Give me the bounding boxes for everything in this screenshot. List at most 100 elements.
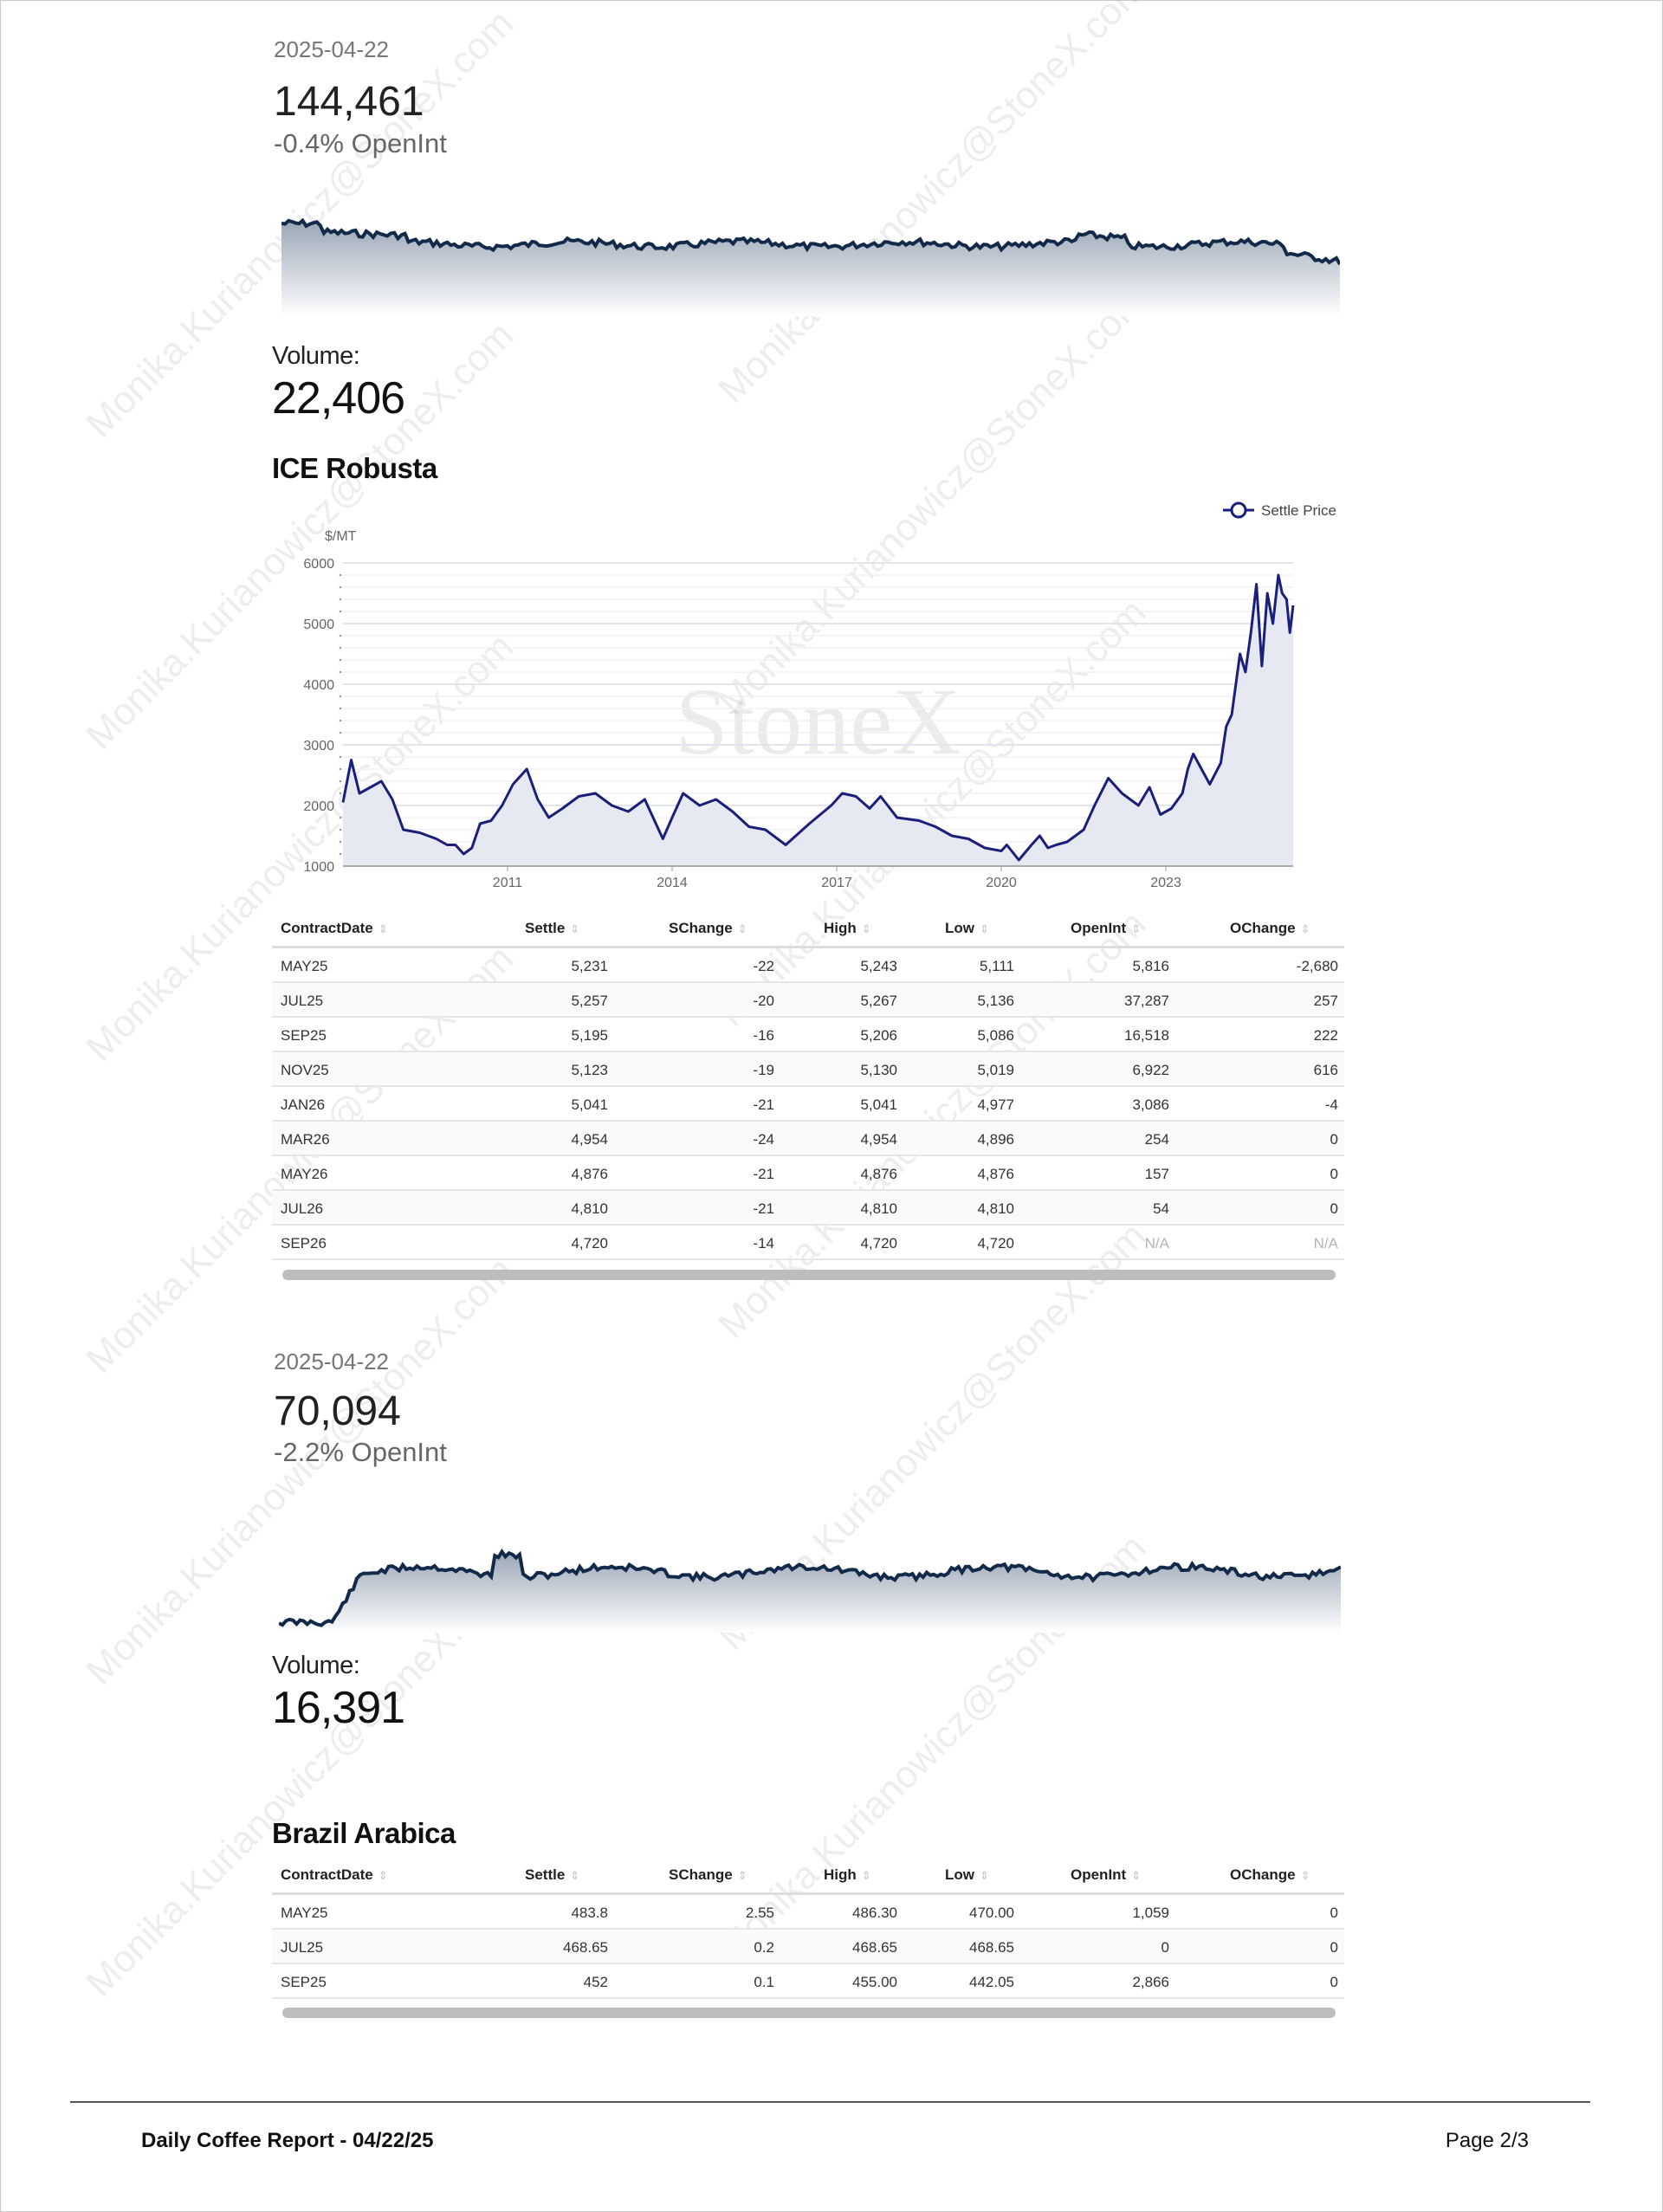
cell-contractdate: MAR26: [281, 1131, 330, 1148]
y-minor-tick: [339, 731, 342, 734]
sort-icon[interactable]: ⇕: [737, 1869, 747, 1882]
column-header-high[interactable]: High ⇕: [824, 920, 871, 937]
robusta-table-scrollbar[interactable]: [282, 1270, 1336, 1280]
sort-icon[interactable]: ⇕: [737, 922, 747, 935]
column-header-label: OChange: [1230, 1866, 1296, 1883]
cell-high: 4,720: [860, 1235, 897, 1252]
legend[interactable]: Settle Price: [1223, 501, 1336, 519]
page-number: Page 2/3: [1445, 2129, 1529, 2152]
column-header-contractdate[interactable]: ContractDate ⇕: [281, 1866, 388, 1884]
cell-ochange: -2,680: [1296, 958, 1338, 974]
cell-ochange: 0: [1330, 1974, 1338, 1990]
cell-contractdate: JUL25: [281, 993, 324, 1009]
robusta-openint-sparkline: [281, 217, 1340, 316]
cell-low: 442.05: [969, 1974, 1014, 1990]
sparkline-area: [281, 220, 1340, 316]
cell-settle: 5,195: [571, 1027, 608, 1044]
cell-openint: 254: [1144, 1131, 1169, 1148]
column-header-label: ContractDate: [281, 920, 373, 936]
table-row: JUL25 5,257 -20 5,267 5,136 37,287 257: [272, 983, 1344, 1018]
cell-openint: N/A: [1144, 1235, 1169, 1252]
sort-icon[interactable]: ⇕: [1131, 1869, 1142, 1882]
table-row: MAY25 483.8 2.55 486.30 470.00 1,059 0: [272, 1895, 1344, 1930]
column-header-low[interactable]: Low ⇕: [945, 920, 989, 937]
y-minor-tick: [339, 695, 342, 698]
column-header-openint[interactable]: OpenInt ⇕: [1071, 1866, 1141, 1884]
table-row: JUL25 468.65 0.2 468.65 468.65 0 0: [272, 1930, 1344, 1964]
sort-icon[interactable]: ⇕: [980, 1869, 989, 1882]
cell-settle: 5,257: [571, 993, 608, 1009]
cell-schange: -22: [753, 958, 774, 974]
cell-ochange: 257: [1313, 993, 1338, 1009]
y-minor-tick: [339, 852, 342, 856]
robusta-table: ContractDate ⇕ Settle ⇕ SChange ⇕ High ⇕ Low ⇕ Ope…: [272, 909, 1344, 1260]
column-header-label: Settle: [525, 1866, 566, 1883]
cell-openint: 0: [1161, 1939, 1169, 1956]
cell-contractdate: SEP26: [281, 1235, 327, 1252]
arabica-openint-change: -2.2% OpenInt: [274, 1437, 447, 1467]
column-header-ochange[interactable]: OChange ⇕: [1230, 1866, 1310, 1884]
sort-icon[interactable]: ⇕: [1300, 922, 1310, 935]
y-minor-tick: [339, 634, 342, 637]
column-header-settle[interactable]: Settle ⇕: [525, 920, 579, 937]
sort-icon[interactable]: ⇕: [570, 922, 580, 935]
y-minor-tick: [339, 840, 342, 844]
x-tick-label: 2023: [1150, 876, 1181, 890]
cell-schange: 0.2: [754, 1939, 774, 1956]
y-minor-tick: [339, 598, 342, 601]
sort-icon[interactable]: ⇕: [570, 1869, 580, 1882]
y-minor-tick: [339, 707, 342, 710]
y-minor-tick: [339, 779, 342, 783]
cell-openint: 1,059: [1132, 1905, 1169, 1921]
cell-contractdate: NOV25: [281, 1062, 329, 1078]
robusta-openint-change: -0.4% OpenInt: [274, 128, 447, 158]
column-header-openint[interactable]: OpenInt ⇕: [1071, 920, 1141, 937]
arabica-date: 2025-04-22: [274, 1349, 389, 1374]
series-line-settle-price: [341, 573, 1295, 862]
cell-schange: -24: [753, 1131, 774, 1148]
cell-high: 5,267: [860, 993, 897, 1009]
column-header-high[interactable]: High ⇕: [824, 1866, 871, 1884]
y-tick-label: 2000: [303, 799, 334, 814]
column-header-settle[interactable]: Settle ⇕: [525, 1866, 579, 1884]
sort-icon[interactable]: ⇕: [378, 1869, 388, 1882]
cell-high: 4,810: [860, 1200, 897, 1217]
sort-icon[interactable]: ⇕: [861, 1869, 871, 1882]
cell-contractdate: MAY25: [281, 1905, 328, 1921]
sort-icon[interactable]: ⇕: [861, 922, 871, 935]
cell-low: 4,810: [977, 1200, 1014, 1217]
column-header-schange[interactable]: SChange ⇕: [669, 920, 747, 937]
arabica-title: Brazil Arabica: [272, 1817, 456, 1849]
cell-contractdate: SEP25: [281, 1027, 327, 1044]
cell-settle: 4,876: [571, 1166, 608, 1182]
column-header-ochange[interactable]: OChange ⇕: [1230, 920, 1310, 937]
cell-low: 4,876: [977, 1166, 1014, 1182]
cell-high: 455.00: [852, 1974, 897, 1990]
y-tick-label: 1000: [303, 860, 334, 875]
sort-icon[interactable]: ⇕: [378, 922, 388, 935]
sparkline-area: [279, 1551, 1341, 1633]
column-header-low[interactable]: Low ⇕: [945, 1866, 989, 1884]
cell-ochange: 616: [1313, 1062, 1338, 1078]
table-row: MAR26 4,954 -24 4,954 4,896 254 0: [272, 1122, 1344, 1156]
sort-icon[interactable]: ⇕: [1300, 1869, 1310, 1882]
arabica-volume-value: 16,391: [272, 1683, 405, 1733]
column-header-contractdate[interactable]: ContractDate ⇕: [281, 920, 388, 937]
y-minor-tick: [339, 719, 342, 722]
y-minor-tick: [339, 767, 342, 771]
arabica-table-scrollbar[interactable]: [282, 2008, 1336, 2018]
cell-high: 5,206: [860, 1027, 897, 1044]
column-header-label: OChange: [1230, 920, 1296, 936]
column-header-schange[interactable]: SChange ⇕: [669, 1866, 747, 1884]
table-row: JAN26 5,041 -21 5,041 4,977 3,086 -4: [272, 1087, 1344, 1122]
y-minor-tick: [339, 658, 342, 662]
sort-icon[interactable]: ⇕: [1131, 922, 1142, 935]
table-row: MAY25 5,231 -22 5,243 5,111 5,816 -2,680: [272, 948, 1344, 983]
y-minor-tick: [339, 573, 342, 577]
table-row: SEP26 4,720 -14 4,720 4,720 N/A N/A: [272, 1226, 1344, 1260]
cell-high: 486.30: [852, 1905, 897, 1921]
cell-low: 470.00: [969, 1905, 1014, 1921]
sort-icon[interactable]: ⇕: [980, 922, 989, 935]
cell-low: 4,977: [977, 1096, 1014, 1113]
cell-settle: 4,720: [571, 1235, 608, 1252]
